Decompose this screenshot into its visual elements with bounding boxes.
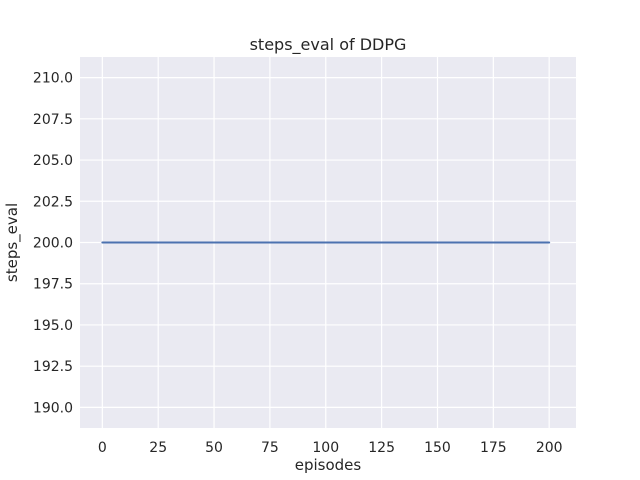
x-tick-label: 50 (205, 440, 223, 456)
y-tick-label: 207.5 (33, 112, 73, 128)
y-axis-label: steps_eval (3, 203, 22, 282)
y-tick-label: 197.5 (33, 277, 73, 293)
x-tick-label: 75 (261, 440, 279, 456)
x-tick-label: 125 (368, 440, 395, 456)
y-tick-label: 202.5 (33, 194, 73, 210)
x-tick-label: 150 (424, 440, 451, 456)
x-axis-label: episodes (295, 456, 362, 474)
y-tick-label: 210.0 (33, 71, 73, 87)
x-tick-label: 0 (98, 440, 107, 456)
x-tick-label: 175 (480, 440, 507, 456)
y-tick-label: 195.0 (33, 318, 73, 334)
y-tick-label: 192.5 (33, 359, 73, 375)
x-tick-label: 100 (312, 440, 339, 456)
y-tick-label: 205.0 (33, 153, 73, 169)
y-tick-label: 190.0 (33, 400, 73, 416)
x-tick-label: 200 (536, 440, 563, 456)
x-tick-label: 25 (149, 440, 167, 456)
y-tick-label: 200.0 (33, 236, 73, 252)
chart-title: steps_eval of DDPG (250, 35, 407, 55)
